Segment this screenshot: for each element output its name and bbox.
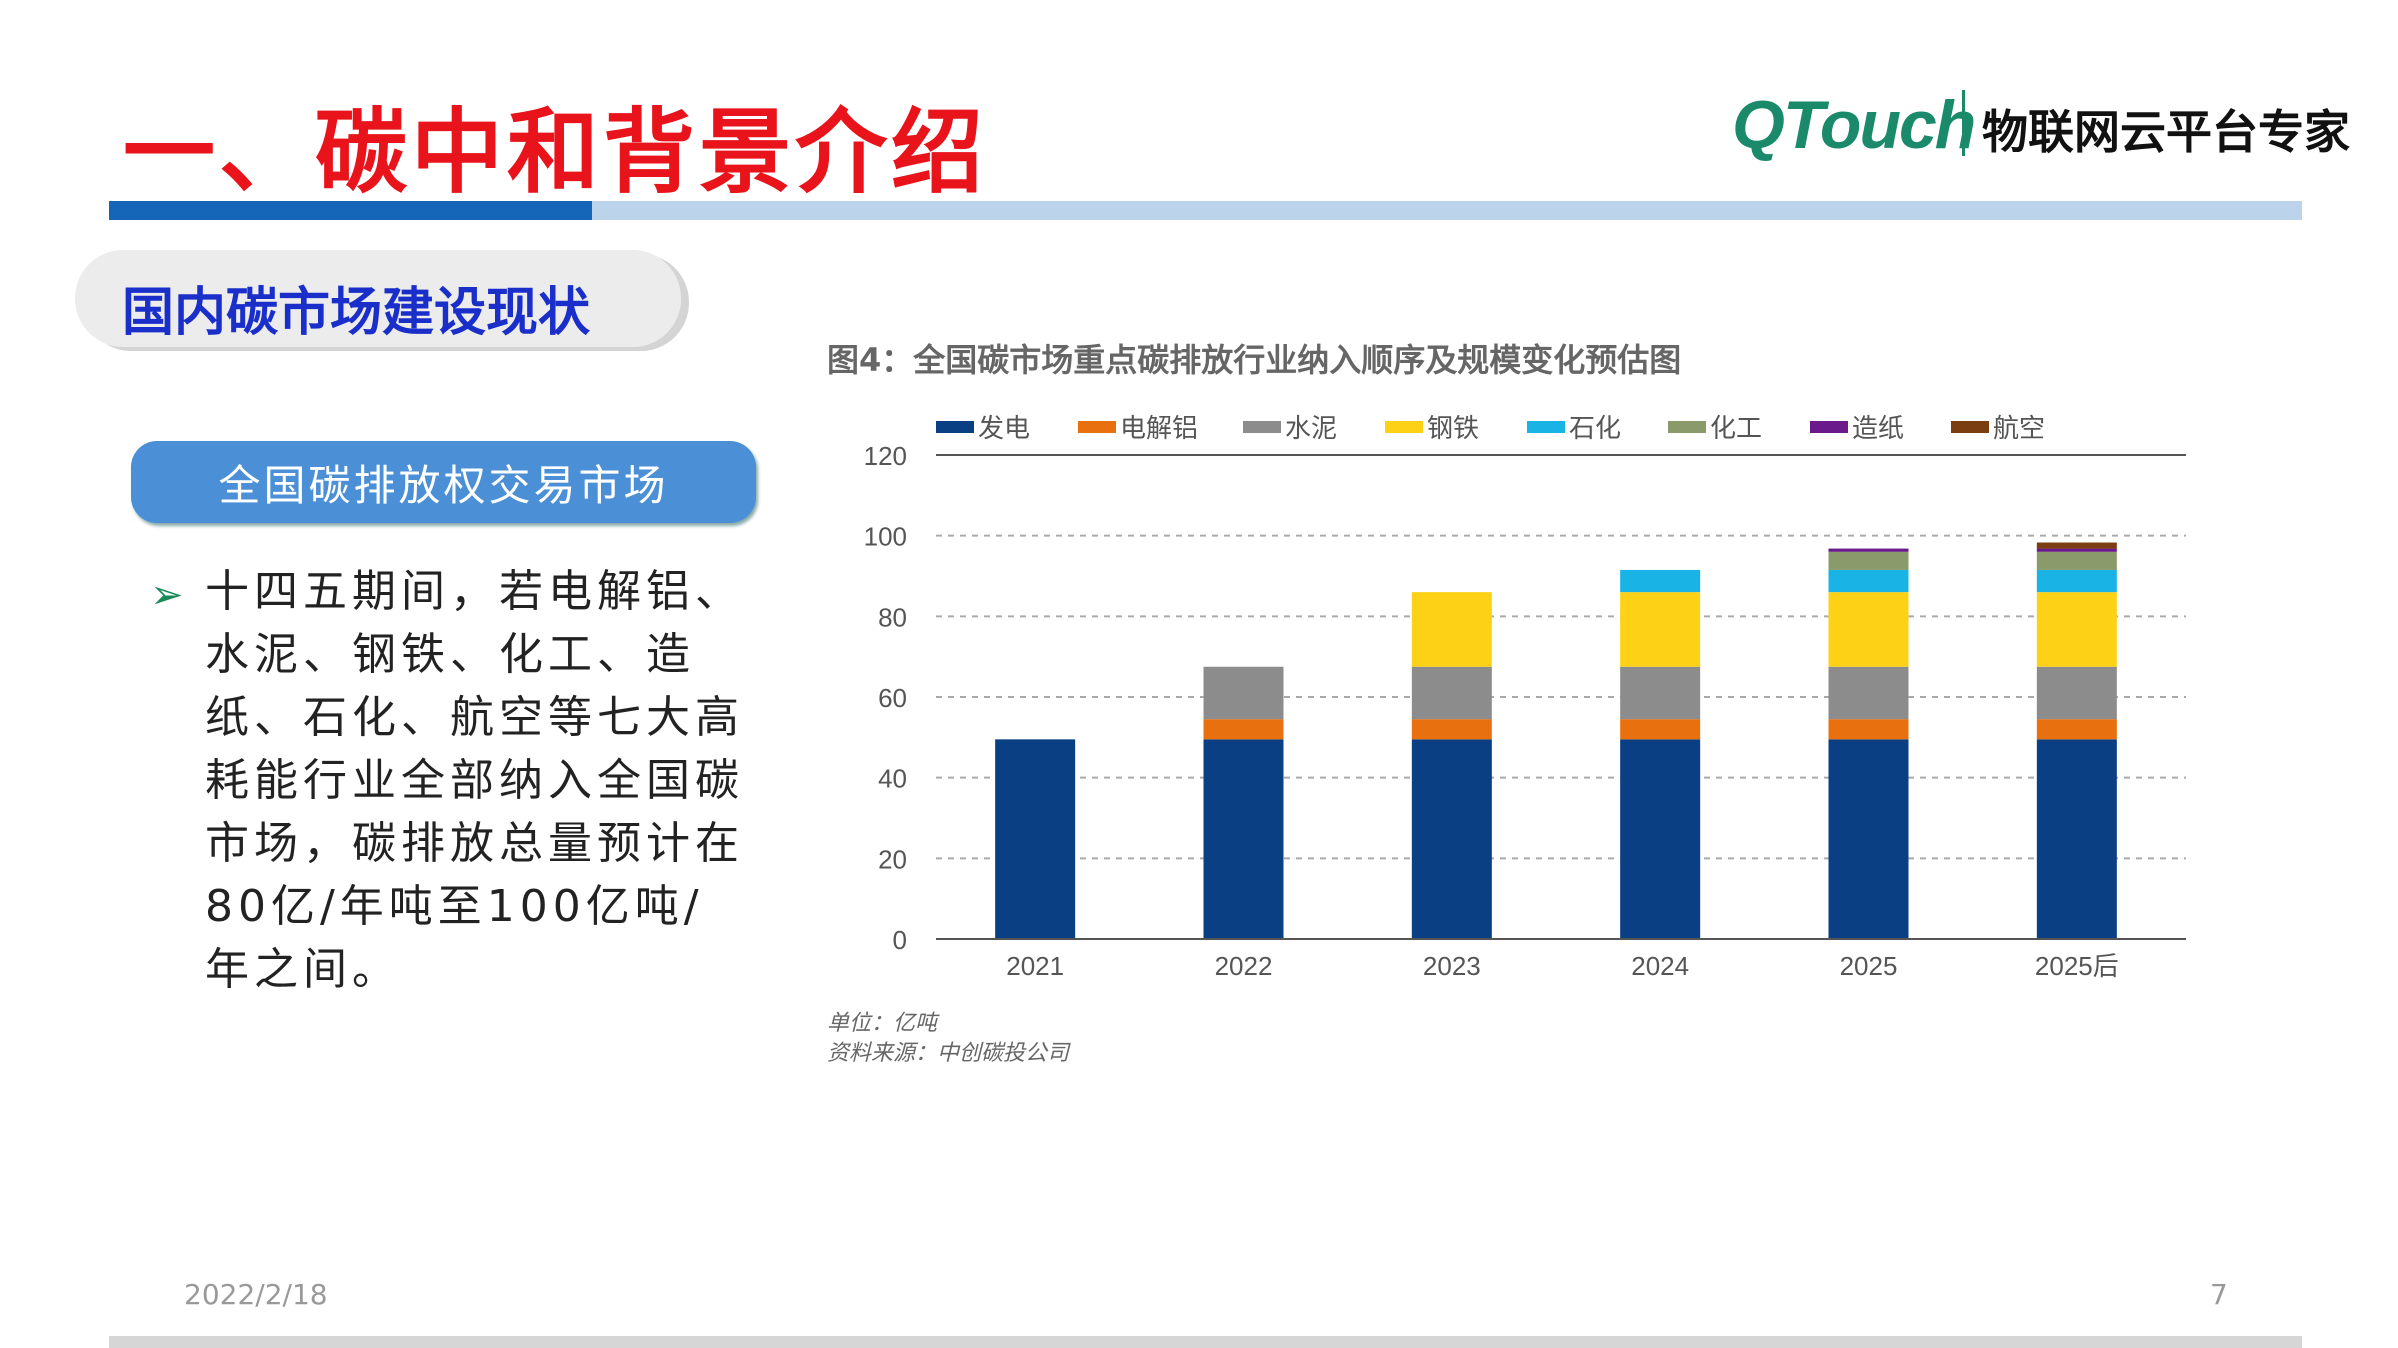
legend-swatch: [936, 420, 974, 433]
unit-note: 单位：亿吨: [827, 1011, 938, 1036]
legend-label: 造纸: [1852, 414, 1905, 444]
legend-label: 水泥: [1285, 414, 1338, 444]
legend-label: 钢铁: [1427, 414, 1480, 444]
y-tick-label: 0: [893, 925, 907, 955]
bar-segment-水泥: [1411, 666, 1492, 720]
bar-segment-电解铝: [1411, 719, 1492, 740]
logo-divider: [1962, 90, 1965, 156]
legend-label: 发电: [978, 414, 1031, 444]
chart-title: 图4：全国碳市场重点碳排放行业纳入顺序及规模变化预估图: [827, 341, 1682, 379]
legend-item: 电解铝: [1078, 408, 1198, 445]
bar-segment-电解铝: [2036, 719, 2117, 740]
page-number: 7: [2210, 1278, 2228, 1311]
legend-item: 钢铁: [1385, 408, 1479, 445]
footer-date: 2022/2/18: [184, 1278, 328, 1311]
bar-segment-电解铝: [1828, 719, 1909, 740]
legend-label: 石化: [1569, 414, 1622, 444]
bar-segment-造纸: [1828, 548, 1909, 552]
qtouch-logo: QTouch: [1732, 87, 1976, 163]
slide-title: 一、碳中和背景介绍: [123, 98, 988, 206]
slogan: 物联网云平台专家: [1982, 105, 2350, 159]
legend-item: 造纸: [1810, 408, 1904, 445]
legend-item: 化工: [1668, 408, 1762, 445]
bar-segment-造纸: [2036, 548, 2117, 552]
bar-segment-钢铁: [1620, 592, 1701, 667]
bar-segment-石化: [1828, 569, 1909, 593]
y-tick-label: 80: [878, 602, 907, 632]
legend-item: 航空: [1951, 408, 2045, 445]
bar-segment-化工: [2036, 551, 2117, 570]
bar-segment-水泥: [1620, 666, 1701, 720]
bar-segment-石化: [2036, 569, 2117, 593]
bar-segment-发电: [995, 739, 1076, 939]
section-pill: [75, 250, 681, 347]
legend-label: 航空: [1993, 414, 2046, 444]
bar-segment-电解铝: [1203, 719, 1284, 740]
section-title: 国内碳市场建设现状: [122, 283, 591, 343]
x-tick-label: 2025: [1840, 951, 1898, 981]
header-rule-accent: [109, 201, 592, 220]
y-tick-label: 100: [864, 522, 907, 552]
y-tick-label: 20: [878, 844, 907, 874]
source-note: 资料来源：中创碳投公司: [827, 1041, 1070, 1066]
footer-bar: [109, 1336, 2302, 1348]
legend-label: 电解铝: [1120, 414, 1199, 444]
bar-segment-水泥: [2036, 666, 2117, 720]
market-label-button[interactable]: 全国碳排放权交易市场: [131, 441, 756, 523]
bar-segment-石化: [1620, 569, 1701, 593]
bar-segment-发电: [1203, 739, 1284, 939]
bar-segment-化工: [1828, 551, 1909, 570]
legend-item: 水泥: [1243, 408, 1337, 445]
legend-swatch: [1243, 420, 1281, 433]
bar-segment-发电: [1828, 739, 1909, 939]
legend-swatch: [1810, 420, 1848, 433]
bar-segment-钢铁: [1828, 592, 1909, 667]
x-tick-label: 2024: [1631, 951, 1689, 981]
bullet-text: 十四五期间，若电解铝、水泥、钢铁、化工、造纸、石化、航空等七大高耗能行业全部纳入…: [205, 566, 744, 995]
arrow-bullet-icon: ➢: [150, 572, 184, 618]
bar-segment-电解铝: [1620, 719, 1701, 740]
x-tick-label: 2021: [1006, 951, 1064, 981]
bar-segment-钢铁: [1411, 592, 1492, 667]
y-tick-label: 40: [878, 764, 907, 794]
legend-label: 化工: [1710, 414, 1763, 444]
x-tick-label: 2022: [1215, 951, 1273, 981]
legend-swatch: [1527, 420, 1565, 433]
legend-swatch: [1385, 420, 1423, 433]
y-tick-label: 120: [864, 441, 907, 471]
bar-segment-水泥: [1203, 666, 1284, 720]
legend-swatch: [1668, 420, 1706, 433]
bar-segment-发电: [2036, 739, 2117, 939]
legend-swatch: [1078, 420, 1116, 433]
x-tick-label: 2025后: [2035, 951, 2119, 981]
bar-segment-发电: [1620, 739, 1701, 939]
header-rule: [592, 201, 2302, 220]
x-tick-label: 2023: [1423, 951, 1481, 981]
legend-swatch: [1951, 420, 1989, 433]
bar-segment-发电: [1411, 739, 1492, 939]
bar-segment-钢铁: [2036, 592, 2117, 667]
legend-item: 石化: [1527, 408, 1621, 445]
bar-segment-航空: [2036, 542, 2117, 549]
bar-segment-水泥: [1828, 666, 1909, 720]
y-tick-label: 60: [878, 683, 907, 713]
legend-item: 发电: [936, 408, 1030, 445]
